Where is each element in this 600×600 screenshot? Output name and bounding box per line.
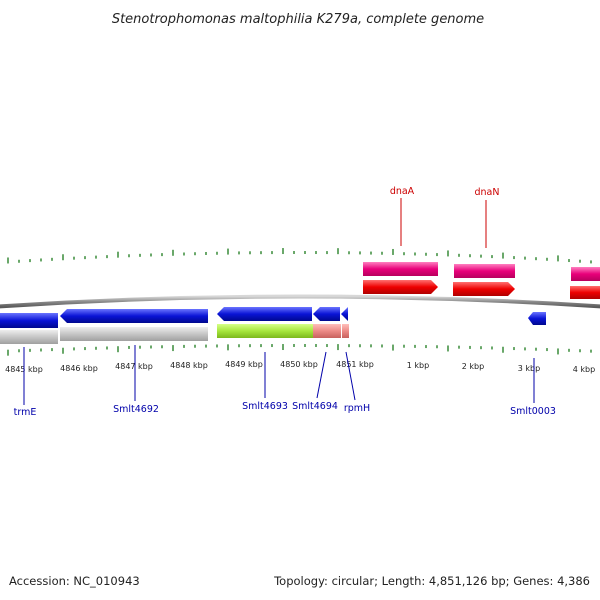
map-title: Stenotrophomonas maltophilia K279a, comp… bbox=[112, 12, 484, 27]
scale-label-4851kbp: 4851 kbp bbox=[336, 360, 374, 369]
gene-label-dnaA[interactable]: dnaA bbox=[390, 186, 415, 197]
gene-label-dnaN[interactable]: dnaN bbox=[475, 187, 500, 198]
gene-rpmH-arrow[interactable] bbox=[341, 307, 348, 321]
gene-label-Smlt4692[interactable]: Smlt4692 bbox=[113, 404, 159, 415]
gene-label-Smlt4694[interactable]: Smlt4694 bbox=[292, 401, 338, 412]
gene-trmE-arrow[interactable] bbox=[0, 313, 58, 328]
cds-dnaN[interactable] bbox=[454, 264, 515, 278]
cds-Smlt4694[interactable] bbox=[313, 324, 341, 338]
scale-label-4847kbp: 4847 kbp bbox=[115, 362, 153, 371]
top-gene-labels: dnaA dnaN bbox=[390, 186, 500, 248]
genome-summary-text: Topology: circular; Length: 4,851,126 bp… bbox=[274, 574, 590, 588]
gene-label-rpmH[interactable]: rpmH bbox=[344, 403, 370, 414]
scale-label-1kbp: 1 kbp bbox=[407, 361, 429, 370]
gene-Smlt4693-arrow[interactable] bbox=[217, 307, 312, 321]
gene-label-trmE[interactable]: trmE bbox=[14, 407, 37, 418]
cds-dnaA[interactable] bbox=[363, 262, 438, 276]
cds-Smlt4692[interactable] bbox=[60, 327, 208, 341]
gene-Smlt0003-arrow[interactable] bbox=[528, 312, 546, 325]
gene-Smlt4694-arrow[interactable] bbox=[313, 307, 340, 321]
gene-dnaN-arrow[interactable] bbox=[453, 282, 515, 296]
cds-partial-right[interactable] bbox=[571, 267, 600, 281]
gene-label-Smlt4693[interactable]: Smlt4693 bbox=[242, 401, 288, 412]
bottom-gene-labels: trmE Smlt4692 Smlt4693 Smlt4694 rpmH Sml… bbox=[14, 345, 556, 418]
scale-label-2kbp: 2 kbp bbox=[462, 362, 484, 371]
scale-label-4846kbp: 4846 kbp bbox=[60, 364, 98, 373]
outer-scale-ticks bbox=[7, 248, 592, 264]
scale-label-4849kbp: 4849 kbp bbox=[225, 360, 263, 369]
reverse-strand-features bbox=[0, 307, 546, 344]
scale-label-4848kbp: 4848 kbp bbox=[170, 361, 208, 370]
leader-rpmH bbox=[345, 351, 356, 401]
genome-backbone bbox=[0, 294, 600, 309]
leader-Smlt4694 bbox=[316, 351, 327, 399]
cds-trmE[interactable] bbox=[0, 330, 58, 344]
scale-labels: 4845 kbp 4846 kbp 4847 kbp 4848 kbp 4849… bbox=[5, 360, 595, 374]
cds-rpmH[interactable] bbox=[342, 324, 349, 338]
scale-label-4850kbp: 4850 kbp bbox=[280, 360, 318, 369]
inner-scale-ticks bbox=[7, 344, 592, 356]
accession-text: Accession: NC_010943 bbox=[9, 574, 140, 588]
gene-dnaA-arrow[interactable] bbox=[363, 280, 438, 294]
gene-partial-right[interactable] bbox=[570, 286, 600, 299]
scale-label-4kbp: 4 kbp bbox=[573, 365, 595, 374]
forward-strand-features bbox=[363, 262, 600, 299]
cds-Smlt4693[interactable] bbox=[217, 324, 313, 338]
gene-Smlt4692-arrow[interactable] bbox=[60, 309, 208, 323]
scale-label-3kbp: 3 kbp bbox=[518, 364, 540, 373]
gene-label-Smlt0003[interactable]: Smlt0003 bbox=[510, 406, 556, 417]
